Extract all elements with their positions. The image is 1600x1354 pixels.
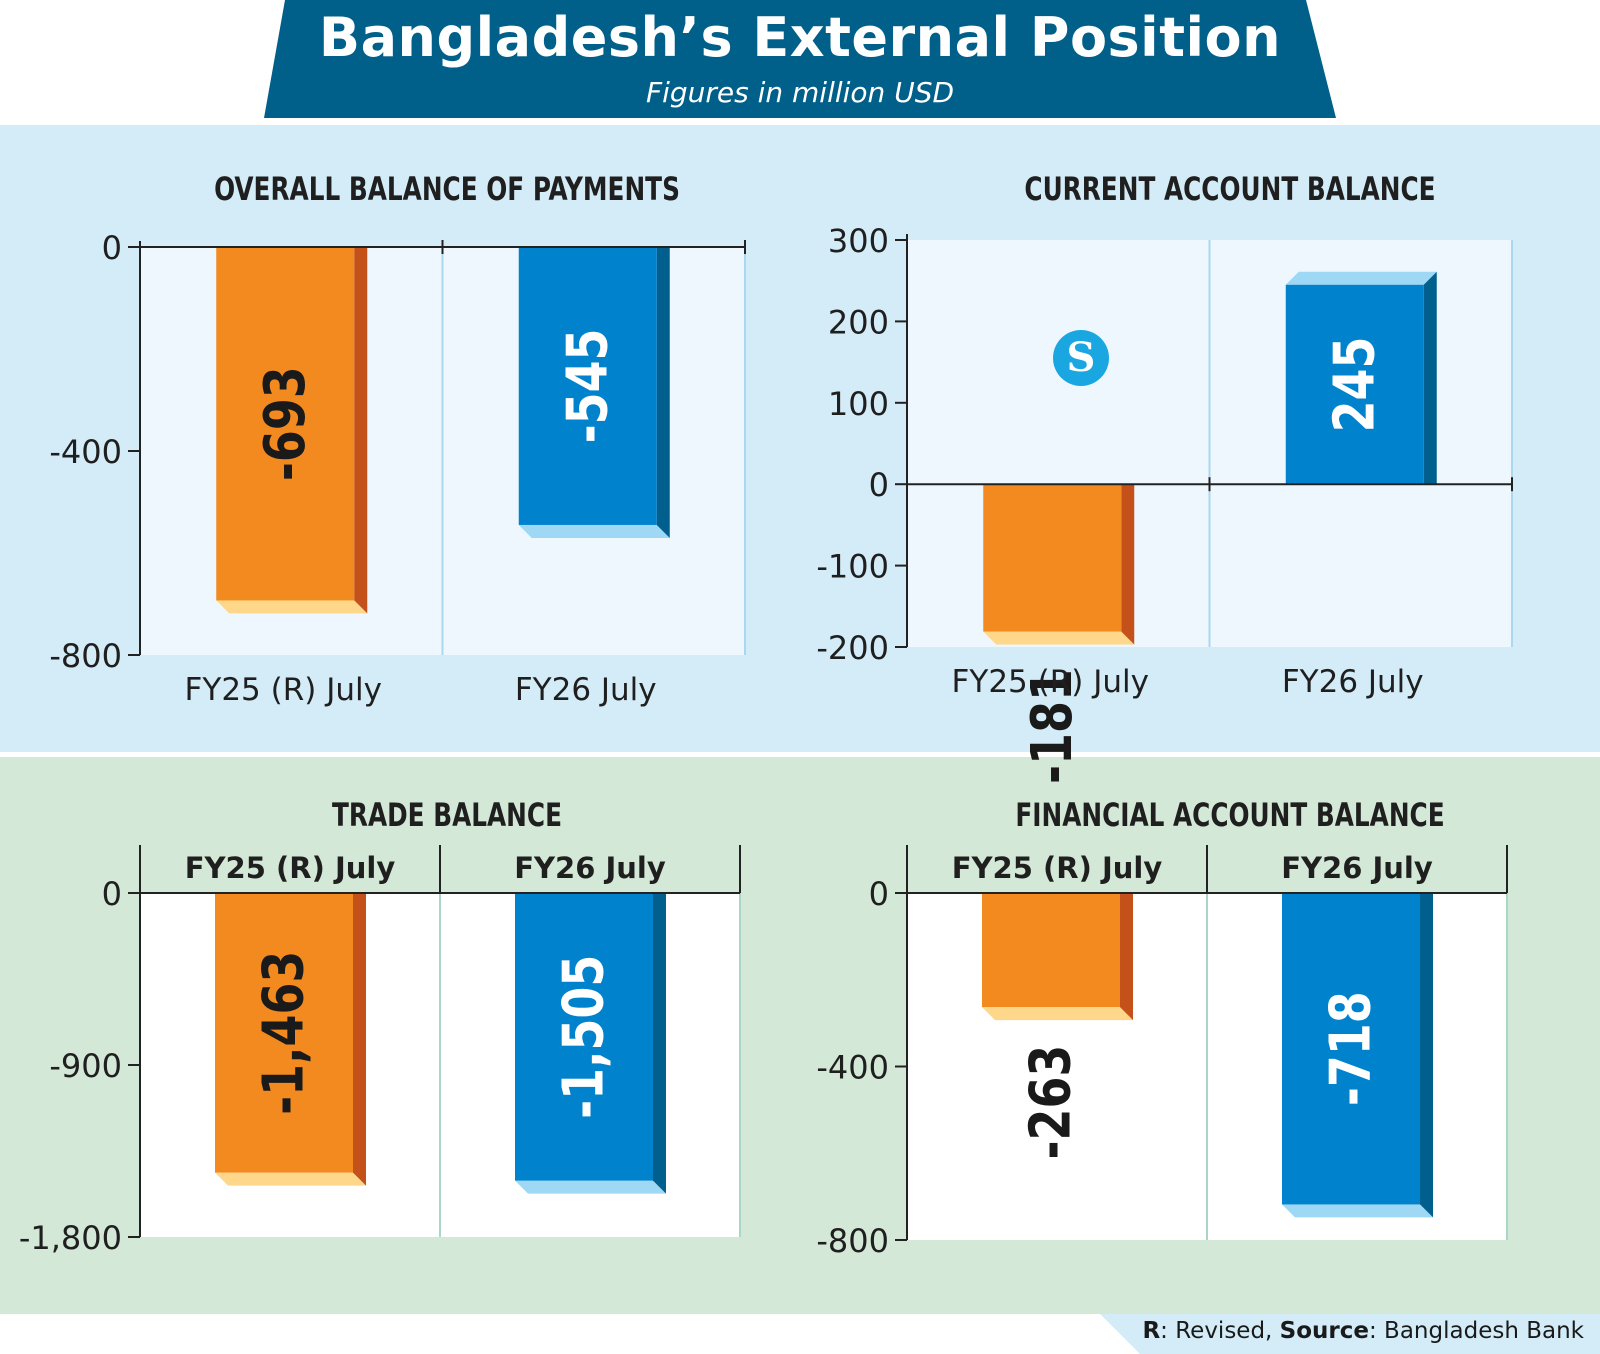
bar: [216, 247, 355, 601]
chart-title-overall-bop: OVERALL BALANCE OF PAYMENTS: [214, 170, 680, 208]
category-label: FY25 (R) July: [952, 664, 1149, 700]
bar: [982, 893, 1120, 1008]
bar-side-face: [353, 893, 366, 1186]
bar-value-label: 245: [1322, 337, 1388, 433]
y-tick-label: 0: [869, 875, 889, 913]
chart-title-current-account: CURRENT ACCOUNT BALANCE: [1024, 170, 1436, 208]
bar: [983, 484, 1122, 632]
bar: [518, 247, 657, 525]
bar-value-label: -1,463: [251, 951, 317, 1115]
y-tick-label: 0: [869, 466, 889, 504]
y-tick-label: -400: [49, 433, 122, 471]
y-tick-label: -1,800: [19, 1219, 122, 1257]
bar-value-label: -1,505: [551, 955, 617, 1119]
y-tick-label: -400: [816, 1049, 889, 1087]
bar-side-face: [354, 247, 368, 614]
bar: [515, 893, 653, 1181]
category-label: FY25 (R) July: [185, 851, 396, 885]
bar-bottom-face: [983, 631, 1135, 645]
category-label: FY26 July: [514, 851, 666, 885]
bar-bottom-face: [982, 1007, 1133, 1021]
y-tick-label: -800: [816, 1222, 889, 1260]
y-tick-label: -900: [49, 1047, 122, 1085]
bar: [215, 893, 353, 1173]
category-label: FY26 July: [1281, 851, 1433, 885]
category-label: FY26 July: [515, 672, 657, 708]
bar-value-label: -181: [1019, 669, 1085, 784]
bar-side-face: [1420, 893, 1433, 1218]
bar-side-face: [1121, 484, 1135, 645]
bar-value-label: -718: [1318, 991, 1384, 1106]
footer-background: [1100, 1314, 1600, 1354]
bar: [1282, 893, 1420, 1205]
chart-title-trade-balance: TRADE BALANCE: [332, 796, 562, 834]
bar-side-face: [656, 247, 670, 538]
bar-value-label: -545: [555, 329, 621, 444]
footer-r-key: R: [1142, 1318, 1161, 1344]
bar-bottom-face: [1282, 1204, 1433, 1218]
footer-source-text: : Bangladesh Bank: [1369, 1318, 1584, 1344]
bar-bottom-face: [215, 1172, 366, 1186]
category-label: FY25 (R) July: [185, 672, 382, 708]
bar-value-label: -263: [1018, 1045, 1084, 1160]
category-label: FY26 July: [1282, 664, 1424, 700]
daily-star-logo-icon: S: [1053, 330, 1109, 386]
footer-r-text: : Revised,: [1160, 1318, 1280, 1344]
bar-bottom-face: [515, 1180, 666, 1194]
bar-side-face: [653, 893, 666, 1194]
bar-top-face: [1285, 271, 1437, 285]
y-tick-label: 300: [828, 222, 889, 260]
footer-source-key: Source: [1279, 1318, 1369, 1344]
bar-bottom-face: [518, 524, 670, 538]
page-title: Bangladesh’s External Position: [318, 6, 1282, 69]
y-tick-label: 0: [102, 229, 122, 267]
y-tick-label: 100: [828, 385, 889, 423]
y-tick-label: -800: [49, 637, 122, 675]
y-tick-label: -100: [816, 548, 889, 586]
bar-bottom-face: [216, 600, 368, 614]
bar-side-face: [1120, 893, 1133, 1021]
bar: [1285, 284, 1424, 485]
chart-title-financial-account: FINANCIAL ACCOUNT BALANCE: [1015, 796, 1445, 834]
page-subtitle: Figures in million USD: [645, 76, 955, 109]
bar-side-face: [1423, 271, 1437, 485]
y-tick-label: -200: [816, 629, 889, 667]
category-label: FY25 (R) July: [952, 851, 1163, 885]
bar-value-label: -693: [252, 366, 318, 481]
footer-note: R: Revised, Source: Bangladesh Bank: [1142, 1318, 1584, 1344]
y-tick-label: 0: [102, 875, 122, 913]
y-tick-label: 200: [828, 303, 889, 341]
header-banner: [264, 0, 1336, 118]
